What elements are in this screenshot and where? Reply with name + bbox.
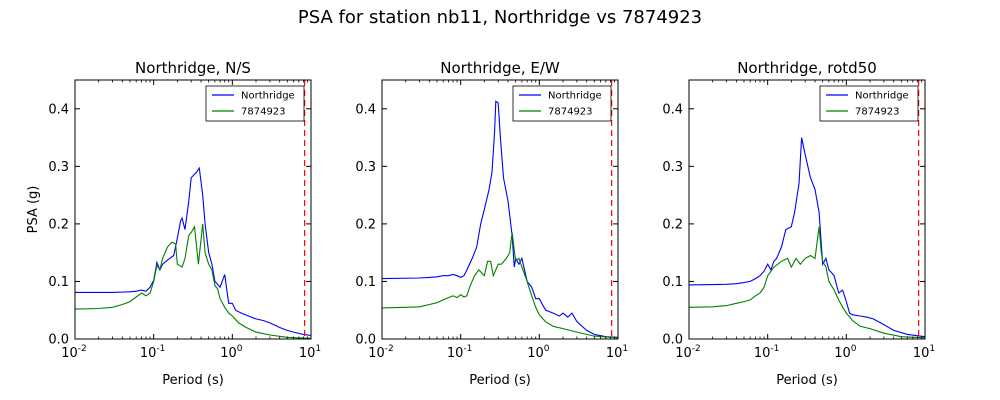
x-axis-label: Period (s)	[469, 373, 531, 388]
y-tick-label: 0.3	[355, 160, 376, 175]
x-tick-label: 10-2	[675, 344, 701, 361]
series-line-simulation	[689, 226, 925, 339]
y-tick-label: 0.0	[662, 333, 683, 348]
plot-area	[75, 80, 311, 339]
y-tick-label: 0.3	[48, 160, 69, 175]
panels: Northridge, N/S0.00.10.20.30.410-2 10-1 10…	[26, 59, 935, 388]
x-tick-base: 10	[754, 346, 771, 361]
x-tick-exponent: -2	[78, 344, 87, 354]
chart-panel-1: Northridge, N/S0.00.10.20.30.410-2 10-1 10…	[26, 59, 321, 388]
x-axis-label: Period (s)	[776, 373, 838, 388]
x-tick-exponent: -1	[770, 344, 779, 354]
y-tick-label: 0.2	[48, 217, 69, 232]
x-tick-label: 10-1	[140, 344, 166, 361]
plot-frame	[688, 79, 926, 340]
legend-label: 7874923	[548, 107, 593, 118]
y-tick-label: 0.0	[48, 333, 69, 348]
legend-label: Northridge	[855, 91, 909, 102]
x-tick-exponent: 0	[544, 344, 550, 354]
x-tick-label: 10-2	[61, 344, 87, 361]
legend-label: Northridge	[548, 91, 602, 102]
x-tick-exponent: -2	[692, 344, 701, 354]
x-tick-label: 100	[527, 344, 550, 361]
x-tick-base: 10	[61, 346, 78, 361]
y-tick-label: 0.1	[662, 275, 683, 290]
x-tick-base: 10	[527, 346, 544, 361]
y-tick-label: 0.4	[48, 102, 69, 117]
legend: Northridge 7874923	[512, 85, 612, 122]
x-tick-base: 10	[447, 346, 464, 361]
x-tick-label: 100	[834, 344, 857, 361]
legend-box	[205, 85, 305, 122]
plot-frame	[74, 79, 312, 340]
chart-panel-2: Northridge, E/W0.00.10.20.30.410-2 10-1 10…	[355, 59, 628, 388]
plot-frame	[381, 79, 619, 340]
plot-area	[689, 80, 925, 339]
x-tick-exponent: -1	[156, 344, 165, 354]
figure-title: PSA for station nb11, Northridge vs 7874…	[298, 7, 702, 28]
chart-title: Northridge, E/W	[440, 59, 560, 77]
y-tick-label: 0.1	[48, 275, 69, 290]
y-tick-label: 0.4	[355, 102, 376, 117]
x-tick-exponent: 1	[315, 344, 321, 354]
legend-label: Northridge	[241, 91, 295, 102]
legend-box	[819, 85, 919, 122]
chart-title: Northridge, N/S	[135, 59, 251, 77]
x-tick-base: 10	[299, 346, 316, 361]
y-tick-label: 0.2	[662, 217, 683, 232]
x-tick-base: 10	[675, 346, 692, 361]
y-tick-label: 0.2	[355, 217, 376, 232]
y-tick-label: 0.4	[662, 102, 683, 117]
x-tick-label: 101	[913, 344, 935, 361]
x-tick-exponent: -1	[463, 344, 472, 354]
x-tick-base: 10	[834, 346, 851, 361]
y-tick-label: 0.1	[355, 275, 376, 290]
legend-label: 7874923	[241, 107, 286, 118]
x-tick-label: 10-1	[447, 344, 473, 361]
x-tick-label: 100	[220, 344, 243, 361]
x-tick-base: 10	[368, 346, 385, 361]
y-tick-label: 0.3	[662, 160, 683, 175]
legend: Northridge 7874923	[205, 85, 305, 122]
x-tick-exponent: 0	[237, 344, 243, 354]
legend-label: 7874923	[855, 107, 900, 118]
y-axis-label: PSA (g)	[26, 186, 41, 234]
x-tick-label: 101	[299, 344, 321, 361]
x-tick-base: 10	[606, 346, 623, 361]
x-tick-exponent: 1	[929, 344, 935, 354]
x-tick-exponent: 1	[622, 344, 628, 354]
series-line-northridge	[382, 100, 618, 338]
plot-area	[382, 80, 618, 339]
x-tick-label: 10-2	[368, 344, 394, 361]
y-tick-label: 0.0	[355, 333, 376, 348]
legend-box	[512, 85, 612, 122]
series-line-northridge	[689, 137, 925, 338]
legend: Northridge 7874923	[819, 85, 919, 122]
x-tick-base: 10	[913, 346, 930, 361]
chart-title: Northridge, rotd50	[737, 59, 877, 77]
series-line-simulation	[382, 232, 618, 339]
series-line-simulation	[75, 223, 311, 339]
x-tick-exponent: -2	[385, 344, 394, 354]
x-axis-label: Period (s)	[162, 373, 224, 388]
x-tick-label: 101	[606, 344, 628, 361]
series-line-northridge	[75, 166, 311, 337]
x-tick-label: 10-1	[754, 344, 780, 361]
x-tick-exponent: 0	[851, 344, 857, 354]
x-tick-base: 10	[220, 346, 237, 361]
x-tick-base: 10	[140, 346, 157, 361]
